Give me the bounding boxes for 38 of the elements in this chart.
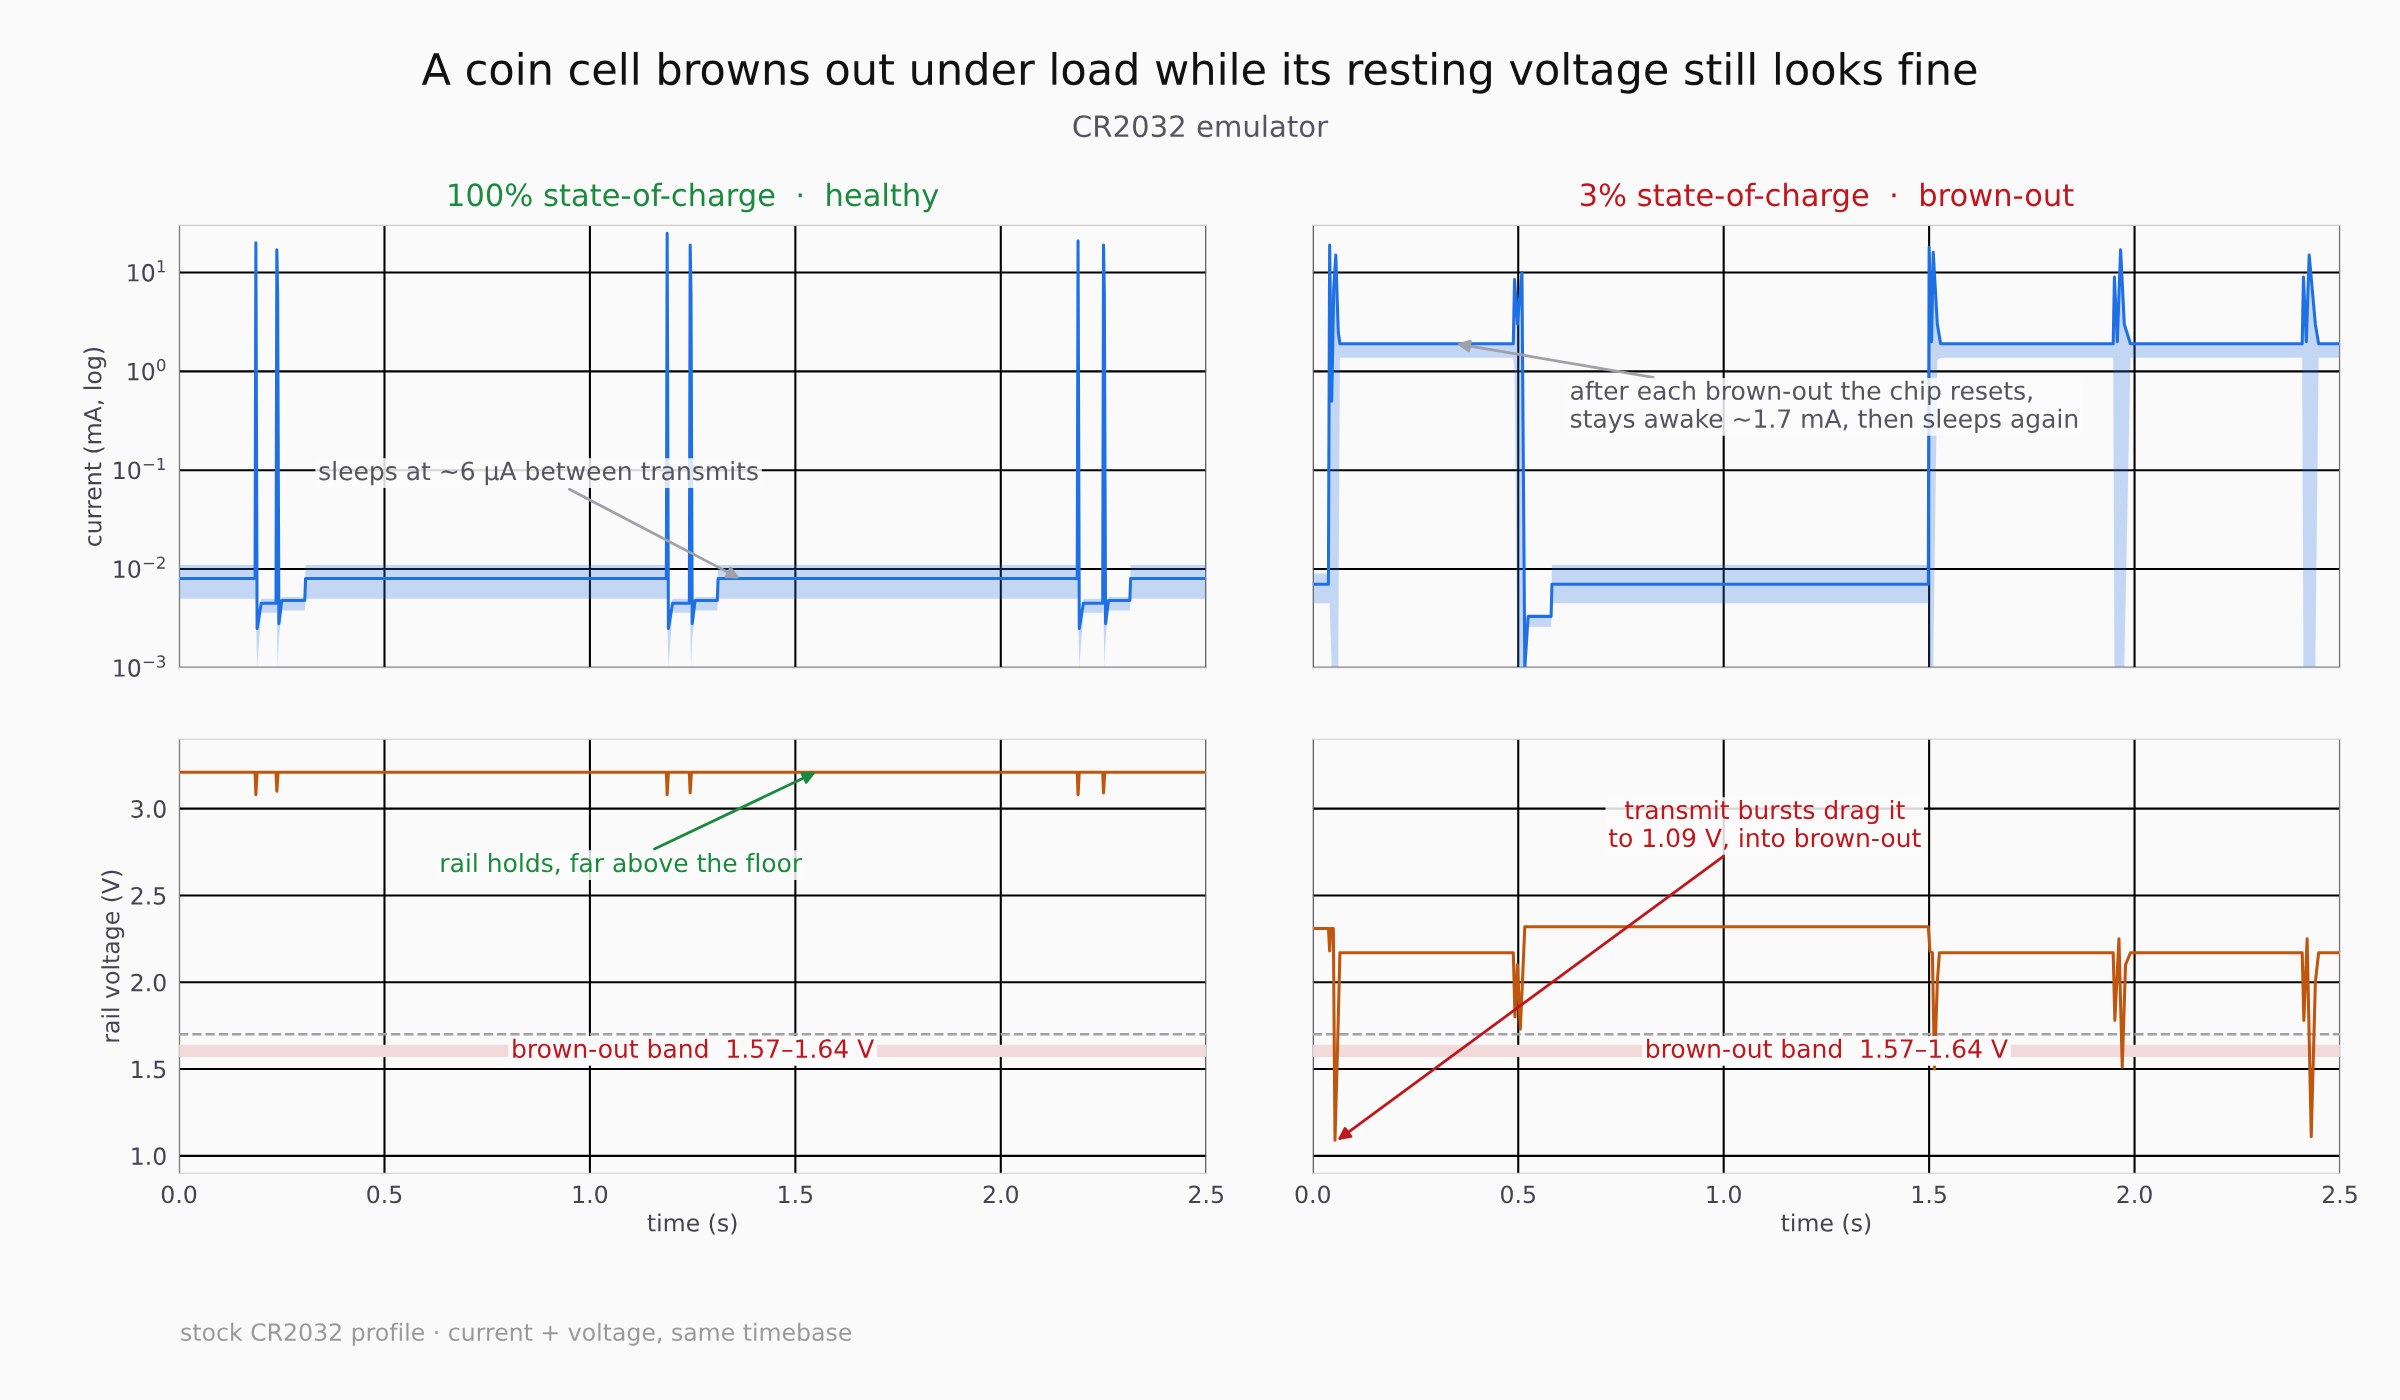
line-series — [179, 770, 1207, 797]
y-tick-label: 10$^{−2}$ — [114, 556, 165, 579]
annotation: transmit bursts drag it to 1.09 V, into brown-out — [1608, 799, 1921, 850]
y-tick-label: 10$^{−1}$ — [114, 457, 165, 480]
x-tick-label: 1.5 — [779, 1185, 813, 1204]
chart-title: 100% state-of-charge · healthy — [449, 182, 939, 213]
x-tick-label: 2.0 — [2117, 1185, 2152, 1204]
x-axis-title: time (s) — [647, 1213, 737, 1235]
y-axis-title: rail voltage (V) — [101, 870, 125, 1042]
annotation: sleeps at ~6 µA between transmits — [319, 461, 758, 486]
band-label: brown-out band 1.57–1.64 V — [1647, 1038, 2008, 1059]
y-tick-label: 1.0 — [132, 1147, 166, 1166]
y-tick-label: 3.0 — [131, 800, 166, 818]
annotation: rail holds, far above the floor — [441, 852, 803, 875]
y-tick-label: 1.5 — [132, 1060, 166, 1079]
y-axis-title: current (mA, log) — [83, 348, 107, 546]
x-axis-title: time (s) — [1781, 1213, 1871, 1235]
text: A coin cell browns out under load while its resting voltage still looks fine — [421, 51, 1977, 94]
text: CR2032 emulator — [1073, 114, 1329, 138]
x-tick-label: 1.0 — [573, 1185, 608, 1204]
annotation: after each brown-out the chip resets, stays awake ~1.7 mA, then sleeps again — [1570, 380, 2078, 433]
y-tick-label: 10$^{−3}$ — [114, 655, 166, 677]
x-tick-label: 2.0 — [983, 1185, 1019, 1204]
y-tick-label: 2.5 — [131, 886, 166, 905]
x-tick-label: 1.5 — [1912, 1185, 1946, 1204]
y-tick-label: 2.0 — [131, 973, 166, 992]
x-tick-label: 2.5 — [2322, 1185, 2357, 1204]
x-tick-label: 0.0 — [161, 1185, 197, 1204]
y-tick-label: 10$^{0}$ — [128, 358, 166, 381]
x-tick-label: 0.0 — [1295, 1185, 1331, 1204]
text: stock CR2032 profile · current + voltage, same timebase — [181, 1322, 852, 1346]
band-label: brown-out band 1.57–1.64 V — [513, 1038, 875, 1059]
x-tick-label: 0.5 — [1501, 1185, 1535, 1204]
x-tick-label: 0.5 — [367, 1185, 402, 1204]
y-tick-label: 10$^{1}$ — [128, 260, 165, 282]
x-tick-label: 1.0 — [1707, 1185, 1741, 1204]
x-tick-label: 2.5 — [1189, 1185, 1223, 1204]
chart-title: 3% state-of-charge · brown-out — [1580, 182, 2074, 213]
